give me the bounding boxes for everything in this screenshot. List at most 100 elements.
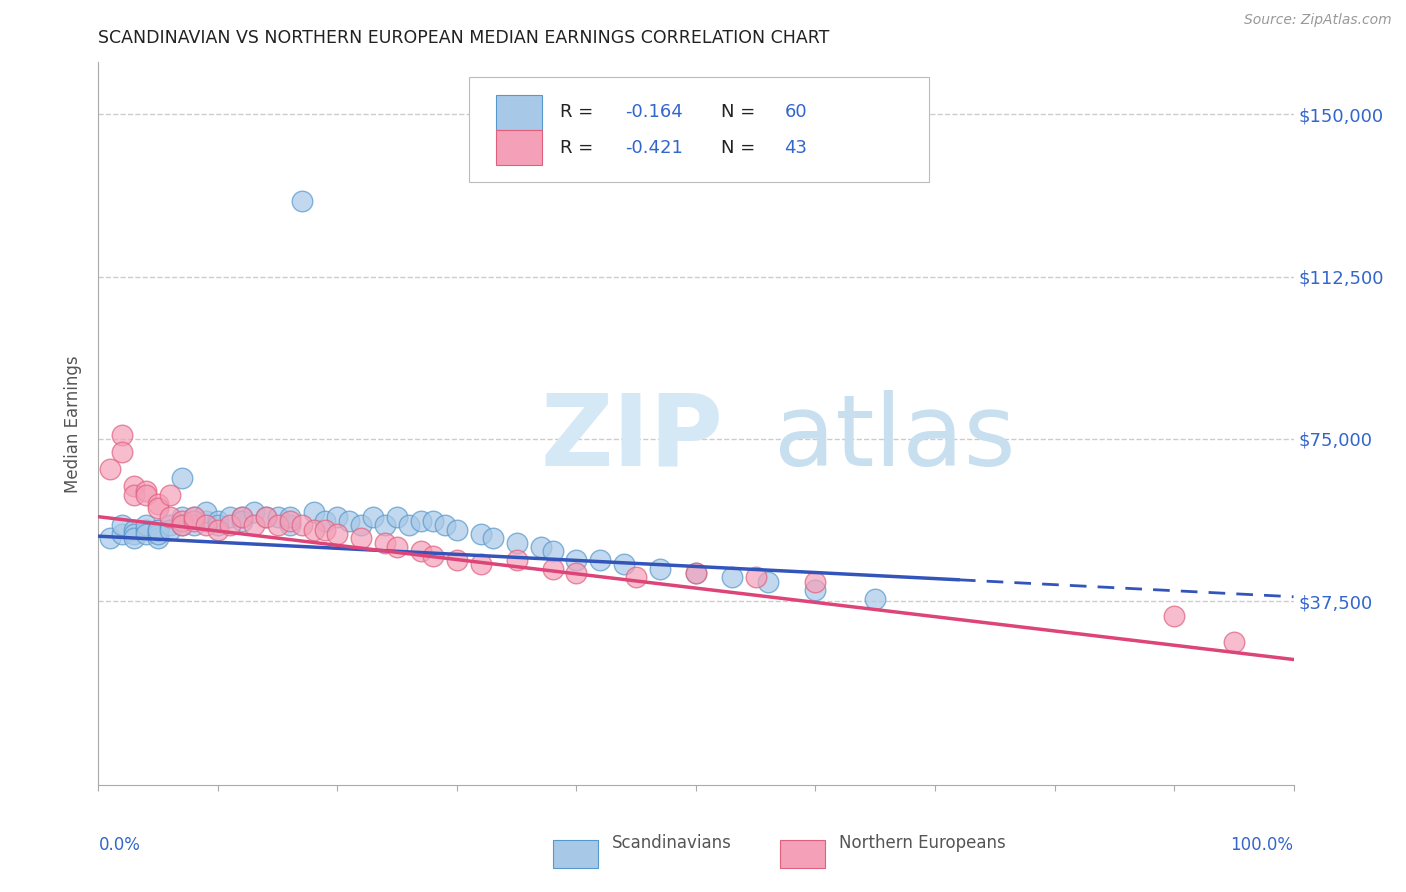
Point <box>315 523 337 537</box>
Point <box>339 514 361 528</box>
Point <box>159 488 181 502</box>
Point <box>207 514 229 528</box>
FancyBboxPatch shape <box>780 840 825 868</box>
Point <box>278 518 301 533</box>
Text: 100.0%: 100.0% <box>1230 836 1294 854</box>
Point <box>1223 635 1246 649</box>
Point <box>398 518 420 533</box>
Text: Northern Europeans: Northern Europeans <box>839 834 1007 852</box>
Point <box>385 540 409 554</box>
Text: ZIP: ZIP <box>541 390 724 487</box>
Point <box>721 570 744 584</box>
Point <box>135 523 157 537</box>
Point <box>111 445 134 459</box>
Point <box>350 532 373 546</box>
Point <box>148 527 170 541</box>
Point <box>422 514 444 528</box>
Point <box>589 553 612 567</box>
Point <box>135 483 157 498</box>
Point <box>541 561 564 575</box>
Text: -0.164: -0.164 <box>626 103 683 121</box>
Point <box>148 532 170 546</box>
Point <box>291 518 314 533</box>
Point <box>254 509 277 524</box>
Point <box>183 514 205 528</box>
Point <box>446 523 468 537</box>
Point <box>291 194 314 208</box>
Point <box>159 518 181 533</box>
Point <box>195 518 218 533</box>
Point <box>411 544 433 558</box>
Point <box>506 553 529 567</box>
Point <box>172 514 194 528</box>
Point <box>172 518 194 533</box>
Point <box>446 553 468 567</box>
Text: Source: ZipAtlas.com: Source: ZipAtlas.com <box>1244 13 1392 28</box>
Point <box>135 488 157 502</box>
Point <box>565 553 588 567</box>
Point <box>172 509 194 524</box>
Point <box>148 523 170 537</box>
Point <box>685 566 707 580</box>
Point <box>111 427 134 442</box>
Text: 60: 60 <box>785 103 807 121</box>
Point <box>648 561 672 575</box>
Y-axis label: Median Earnings: Median Earnings <box>65 355 83 492</box>
Text: R =: R = <box>560 103 599 121</box>
Point <box>111 518 134 533</box>
Point <box>124 527 146 541</box>
Point <box>219 509 242 524</box>
Point <box>541 544 564 558</box>
Text: R =: R = <box>560 138 599 157</box>
Point <box>363 509 385 524</box>
Point <box>506 535 529 549</box>
FancyBboxPatch shape <box>496 130 541 165</box>
Point <box>685 566 707 580</box>
Point <box>350 518 373 533</box>
Point <box>183 509 205 524</box>
Point <box>159 523 181 537</box>
Point <box>124 488 146 502</box>
Point <box>434 518 457 533</box>
Point <box>243 518 266 533</box>
Point <box>530 540 553 554</box>
Point <box>302 523 325 537</box>
Point <box>172 471 194 485</box>
Point <box>98 532 122 546</box>
Point <box>207 518 229 533</box>
Point <box>565 566 588 580</box>
Point <box>267 518 290 533</box>
Point <box>613 558 636 572</box>
Point <box>804 583 827 598</box>
Point <box>326 509 349 524</box>
Point <box>243 505 266 519</box>
FancyBboxPatch shape <box>553 840 598 868</box>
Text: 0.0%: 0.0% <box>98 836 141 854</box>
Point <box>231 509 253 524</box>
Point <box>98 462 122 476</box>
FancyBboxPatch shape <box>470 77 929 182</box>
Point <box>183 518 205 533</box>
Point <box>481 532 505 546</box>
Text: Scandinavians: Scandinavians <box>613 834 733 852</box>
Point <box>124 532 146 546</box>
Point <box>207 523 229 537</box>
Point <box>278 514 301 528</box>
Point <box>326 527 349 541</box>
Point <box>422 549 444 563</box>
Point <box>111 527 134 541</box>
Point <box>470 527 492 541</box>
Point <box>267 509 290 524</box>
Point <box>804 574 827 589</box>
Point <box>124 523 146 537</box>
Point <box>159 509 181 524</box>
Point <box>411 514 433 528</box>
Point <box>231 509 253 524</box>
Point <box>302 505 325 519</box>
Text: SCANDINAVIAN VS NORTHERN EUROPEAN MEDIAN EARNINGS CORRELATION CHART: SCANDINAVIAN VS NORTHERN EUROPEAN MEDIAN… <box>98 29 830 47</box>
Point <box>195 505 218 519</box>
Text: 43: 43 <box>785 138 807 157</box>
Point <box>172 518 194 533</box>
Point <box>374 518 396 533</box>
Text: -0.421: -0.421 <box>626 138 683 157</box>
